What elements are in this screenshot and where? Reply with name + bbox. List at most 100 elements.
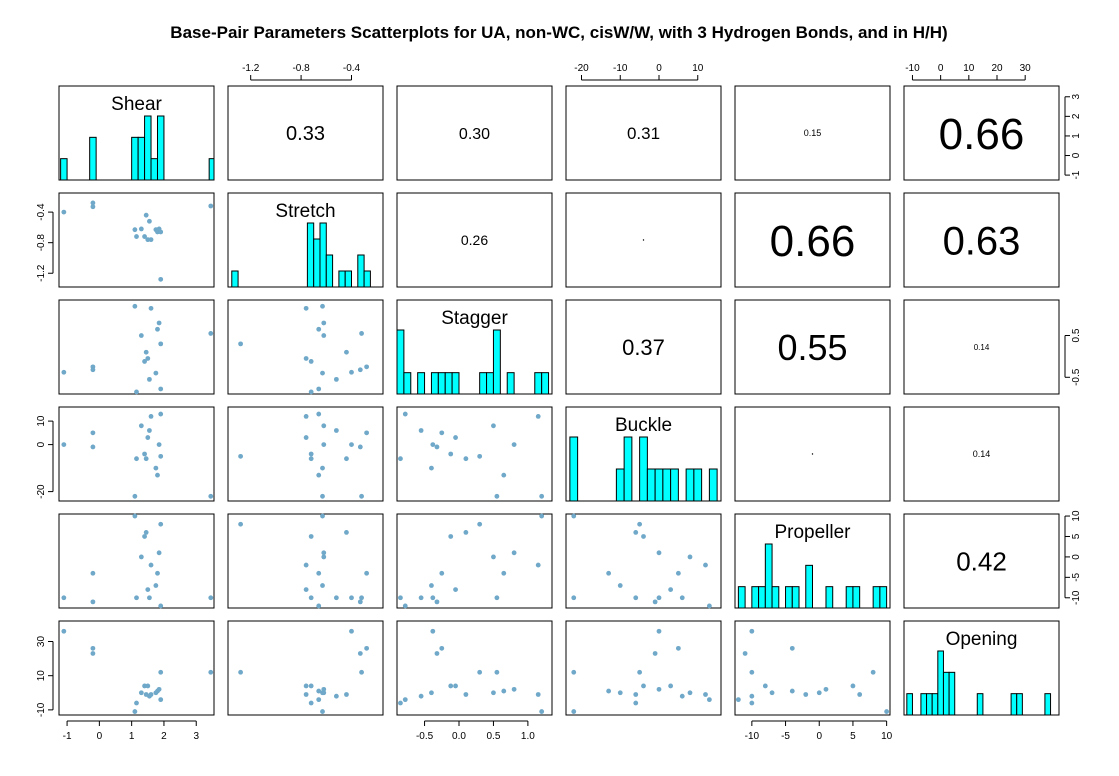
point-buckle-stagger-9 bbox=[418, 428, 424, 433]
point-propeller-stagger-1 bbox=[439, 570, 445, 576]
tick-label-left-buckle-0: -20 bbox=[36, 484, 47, 499]
tick-label-right-propeller-2: 0 bbox=[1071, 554, 1082, 560]
point-propeller-buckle-13 bbox=[656, 550, 662, 556]
hist-bar-shear-4 bbox=[144, 115, 152, 181]
point-buckle-stretch-3 bbox=[320, 493, 325, 499]
point-buckle-stretch-15 bbox=[238, 453, 244, 459]
point-stagger-stretch-11 bbox=[320, 370, 325, 376]
point-stagger-shear-5 bbox=[138, 333, 144, 338]
hist-bar-buckle-5 bbox=[654, 468, 664, 502]
point-propeller-shear-9 bbox=[147, 595, 152, 601]
point-propeller-buckle-4 bbox=[633, 595, 639, 601]
point-opening-buckle-14 bbox=[706, 697, 712, 703]
tick-label-bottom-propeller-3: 5 bbox=[850, 731, 856, 742]
hist-bar-shear-0 bbox=[60, 158, 68, 181]
tick-label-bottom-propeller-0: -10 bbox=[745, 731, 760, 742]
point-buckle-shear-13 bbox=[156, 442, 162, 447]
panel-frame-opening-stagger bbox=[396, 620, 553, 716]
point-stretch-shear-16 bbox=[208, 203, 214, 209]
panel-frame-stagger-opening bbox=[903, 299, 1060, 395]
point-stretch-shear-10 bbox=[148, 237, 154, 243]
panel-frame-buckle-stagger bbox=[396, 406, 553, 502]
hist-bar-propeller-6 bbox=[791, 586, 800, 609]
chart-title: Base-Pair Parameters Scatterplots for UA… bbox=[170, 23, 947, 42]
point-opening-stretch-3 bbox=[320, 709, 325, 714]
corr-label-stretch-stagger: 0.26 bbox=[461, 232, 488, 248]
point-opening-buckle-5 bbox=[687, 690, 693, 696]
point-propeller-shear-4 bbox=[134, 595, 139, 601]
point-opening-stagger-11 bbox=[429, 690, 434, 696]
corr-label-propeller-opening: 0.42 bbox=[956, 546, 1007, 576]
point-opening-propeller-6 bbox=[850, 683, 856, 689]
point-buckle-stagger-16 bbox=[494, 493, 500, 499]
point-stretch-shear-3 bbox=[132, 227, 138, 233]
tick-label-bottom-shear-4: 3 bbox=[193, 731, 199, 742]
hist-bar-stretch-2 bbox=[313, 238, 321, 288]
point-propeller-stagger-16 bbox=[494, 595, 500, 601]
point-stagger-shear-2 bbox=[90, 367, 96, 373]
tick-label-top-stretch-2: -0.4 bbox=[343, 63, 361, 74]
point-buckle-stretch-9 bbox=[333, 428, 339, 433]
hist-bar-opening-9 bbox=[1016, 693, 1023, 716]
point-propeller-stretch-3 bbox=[320, 513, 325, 519]
hist-bar-buckle-1 bbox=[615, 468, 625, 502]
hist-bar-buckle-4 bbox=[646, 468, 656, 502]
point-stagger-shear-11 bbox=[153, 370, 159, 376]
corr-label-shear-opening: 0.66 bbox=[939, 110, 1025, 159]
point-propeller-stagger-5 bbox=[491, 554, 496, 560]
tick-label-left-opening-0: -10 bbox=[36, 702, 47, 717]
hist-bar-stagger-5 bbox=[444, 372, 453, 395]
point-opening-buckle-1 bbox=[675, 645, 681, 651]
hist-bar-opening-8 bbox=[1010, 693, 1018, 716]
hist-bar-propeller-9 bbox=[845, 586, 854, 609]
point-opening-propeller-5 bbox=[816, 690, 822, 696]
point-opening-stagger-12 bbox=[501, 688, 507, 694]
point-stagger-stretch-4 bbox=[308, 389, 314, 395]
point-opening-stagger-15 bbox=[477, 669, 483, 675]
point-opening-shear-8 bbox=[145, 683, 151, 689]
tick-label-top-buckle-2: 0 bbox=[656, 63, 662, 74]
corr-label-stagger-buckle: 0.37 bbox=[622, 335, 665, 360]
hist-bar-stagger-9 bbox=[492, 329, 501, 395]
point-opening-stretch-9 bbox=[333, 693, 339, 699]
point-propeller-shear-11 bbox=[153, 583, 159, 588]
hist-bar-propeller-3 bbox=[764, 543, 773, 609]
point-opening-buckle-15 bbox=[637, 669, 643, 675]
point-buckle-stagger-2 bbox=[434, 444, 440, 450]
point-opening-stagger-1 bbox=[439, 645, 445, 651]
panel-frame-opening-stretch bbox=[227, 620, 384, 716]
panel-frame-stretch-propeller bbox=[734, 192, 891, 288]
point-buckle-stagger-10 bbox=[535, 414, 541, 419]
point-opening-shear-1 bbox=[90, 645, 96, 651]
point-stagger-shear-4 bbox=[134, 389, 139, 395]
point-buckle-shear-2 bbox=[90, 444, 96, 450]
diag-label-stagger: Stagger bbox=[441, 308, 508, 329]
point-stagger-shear-12 bbox=[155, 326, 160, 332]
hist-bar-propeller-10 bbox=[852, 586, 861, 609]
point-buckle-stagger-4 bbox=[398, 456, 403, 462]
point-opening-buckle-12 bbox=[606, 688, 612, 694]
point-buckle-stretch-13 bbox=[321, 442, 327, 447]
point-stagger-stretch-8 bbox=[303, 356, 309, 361]
hist-bar-stagger-8 bbox=[486, 372, 494, 395]
point-opening-stretch-16 bbox=[359, 669, 364, 675]
hist-bar-propeller-11 bbox=[872, 586, 881, 609]
hist-bar-propeller-12 bbox=[879, 586, 888, 609]
point-buckle-stretch-1 bbox=[364, 430, 370, 436]
point-stagger-stretch-5 bbox=[321, 333, 327, 338]
panel-frame-propeller-stagger bbox=[396, 513, 553, 609]
point-opening-stagger-2 bbox=[434, 651, 440, 656]
point-opening-propeller-12 bbox=[789, 688, 795, 694]
point-stagger-stretch-13 bbox=[321, 320, 327, 326]
point-stretch-shear-15 bbox=[158, 276, 164, 282]
point-buckle-stretch-4 bbox=[308, 456, 314, 462]
point-stagger-shear-6 bbox=[142, 359, 147, 364]
point-opening-stretch-2 bbox=[357, 651, 363, 656]
point-stagger-shear-0 bbox=[61, 369, 67, 375]
point-propeller-stretch-2 bbox=[357, 599, 363, 605]
hist-bar-propeller-5 bbox=[785, 586, 793, 609]
hist-bar-buckle-2 bbox=[623, 436, 633, 502]
tick-label-top-opening-3: 20 bbox=[991, 63, 1003, 74]
point-propeller-stretch-14 bbox=[316, 603, 322, 609]
point-propeller-buckle-3 bbox=[571, 513, 577, 519]
